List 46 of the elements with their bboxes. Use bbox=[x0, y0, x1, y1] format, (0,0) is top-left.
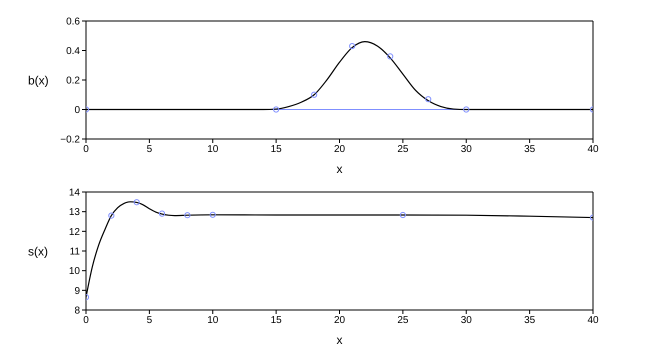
x-tick-label: 40 bbox=[587, 144, 599, 156]
y-tick-label: 13 bbox=[68, 207, 80, 218]
x-axis-title: x bbox=[336, 162, 342, 176]
x-tick-label: 10 bbox=[207, 315, 219, 326]
point bbox=[463, 106, 470, 113]
point bbox=[134, 199, 140, 206]
x-tick-label: 0 bbox=[83, 144, 90, 156]
y-axis-title: s(x) bbox=[28, 244, 48, 258]
point bbox=[158, 210, 166, 217]
x-tick-label: 20 bbox=[334, 315, 346, 326]
y-tick-label: −0.2 bbox=[60, 134, 80, 146]
y-tick-label: 14 bbox=[68, 188, 80, 199]
y-tick-label: 10 bbox=[68, 266, 80, 278]
y-tick-label: 0.4 bbox=[66, 46, 80, 58]
y-tick-label: 11 bbox=[70, 246, 80, 258]
x-tick-label: 35 bbox=[524, 144, 536, 156]
x-tick-label: 5 bbox=[146, 144, 153, 156]
point bbox=[400, 212, 406, 218]
x-axis-title: x bbox=[336, 333, 342, 347]
y-axis-title: b(x) bbox=[28, 73, 49, 88]
point bbox=[273, 106, 280, 113]
point bbox=[108, 212, 114, 219]
point bbox=[210, 212, 216, 218]
x-tick-label: 15 bbox=[270, 315, 282, 326]
x-tick-label: 40 bbox=[587, 315, 599, 326]
x-tick-label: 10 bbox=[207, 144, 219, 156]
y-tick-label: 0 bbox=[74, 105, 80, 116]
x-tick-label: 30 bbox=[460, 144, 472, 156]
y-tick-label: 9 bbox=[74, 286, 80, 297]
y-tick-label: 12 bbox=[68, 226, 80, 238]
x-tick-label: 35 bbox=[524, 315, 536, 326]
x-tick-label: 15 bbox=[270, 144, 282, 156]
x-tick-label: 5 bbox=[146, 315, 153, 326]
x-tick-label: 0 bbox=[83, 315, 90, 326]
y-tick-label: 8 bbox=[74, 306, 80, 317]
point bbox=[387, 53, 394, 60]
x-tick-label: 25 bbox=[397, 315, 409, 326]
point bbox=[311, 92, 318, 98]
x-tick-label: 25 bbox=[397, 144, 409, 156]
point bbox=[349, 42, 356, 50]
point bbox=[425, 96, 432, 102]
point bbox=[184, 212, 190, 218]
x-tick-label: 30 bbox=[460, 315, 472, 326]
y-tick-label: 0.6 bbox=[66, 16, 80, 28]
y-tick-label: 0.2 bbox=[66, 76, 80, 87]
x-tick-label: 20 bbox=[334, 144, 346, 156]
